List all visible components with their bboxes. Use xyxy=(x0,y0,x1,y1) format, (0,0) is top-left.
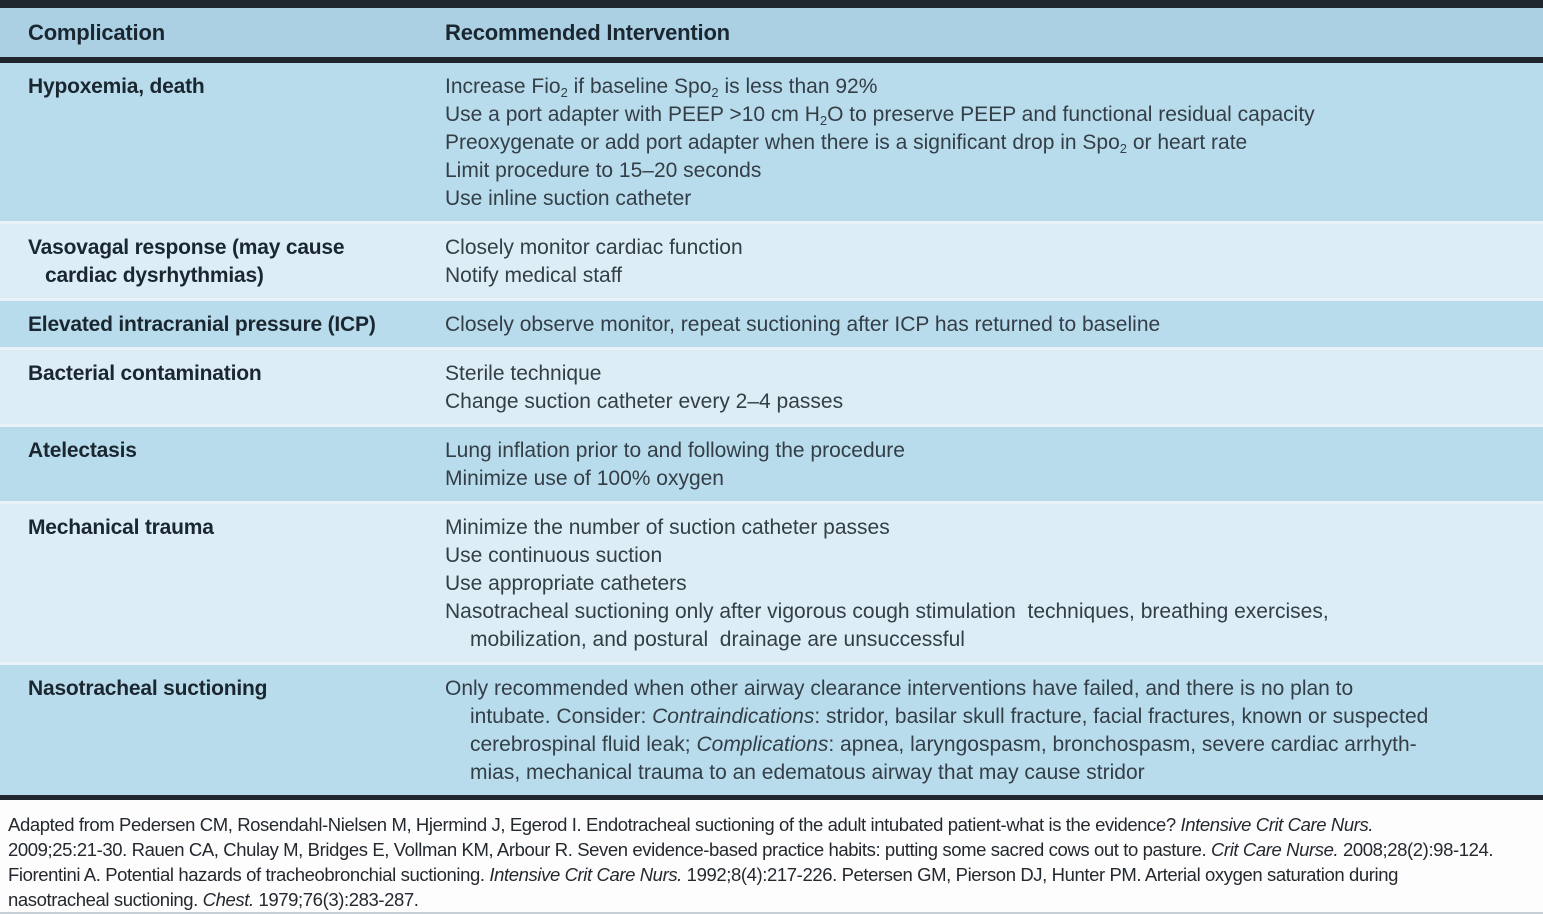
text-line: cerebrospinal fluid leak; Complications:… xyxy=(470,733,1417,756)
text-line: Use appropriate catheters xyxy=(445,572,687,595)
intervention-cell: Closely observe monitor, repeat suctioni… xyxy=(445,311,1543,339)
complication-cell: Hypoxemia, death xyxy=(0,73,445,213)
text-line: Only recommended when other airway clear… xyxy=(445,677,1354,700)
text-line: Elevated intracranial pressure (ICP) xyxy=(28,313,376,336)
text-line: Mechanical trauma xyxy=(28,516,214,539)
text-line: Increase Fio2 if baseline Spo2 is less t… xyxy=(445,75,878,100)
text-line: nasotracheal suctioning. Chest. 1979;76(… xyxy=(8,889,419,910)
text-line: Hypoxemia, death xyxy=(28,75,205,98)
table-row-elevated-icp: Elevated intracranial pressure (ICP) Clo… xyxy=(0,298,1543,347)
table-top-rule xyxy=(0,0,1543,8)
text-line: Sterile technique xyxy=(445,362,602,385)
complication-cell: Atelectasis xyxy=(0,437,445,493)
text-line: Minimize the number of suction catheter … xyxy=(445,516,890,539)
table-row-mechanical-trauma: Mechanical trauma Minimize the number of… xyxy=(0,501,1543,662)
table-row-vasovagal: Vasovagal response (may cause cardiac dys… xyxy=(0,221,1543,298)
text-line: Use inline suction catheter xyxy=(445,187,692,210)
text-line: Minimize use of 100% oxygen xyxy=(445,467,724,490)
intervention-cell: Increase Fio2 if baseline Spo2 is less t… xyxy=(445,73,1543,213)
text-line: mobilization, and postural drainage are … xyxy=(470,628,965,651)
text-line: Use continuous suction xyxy=(445,544,663,567)
intervention-cell: Closely monitor cardiac function Notify m… xyxy=(445,234,1543,290)
table-row-nasotracheal-suctioning: Nasotracheal suctioning Only recommended… xyxy=(0,662,1543,795)
text-line: Fiorentini A. Potential hazards of trach… xyxy=(8,864,1399,885)
table-row-hypoxemia: Hypoxemia, death Increase Fio2 if baseli… xyxy=(0,63,1543,221)
complication-cell: Nasotracheal suctioning xyxy=(0,675,445,787)
text-line: Closely observe monitor, repeat suctioni… xyxy=(445,313,1161,336)
text-line: Notify medical staff xyxy=(445,264,623,287)
header-cell-intervention: Recommended Intervention xyxy=(445,19,730,45)
text-line: 2009;25:21-30. Rauen CA, Chulay M, Bridg… xyxy=(8,839,1494,860)
text-line: Change suction catheter every 2–4 passes xyxy=(445,390,844,413)
text-line: Lung inflation prior to and following th… xyxy=(445,439,905,462)
text-line: Limit procedure to 15–20 seconds xyxy=(445,159,762,182)
intervention-cell: Lung inflation prior to and following th… xyxy=(445,437,1543,493)
text-line: intubate. Consider: Contraindications: s… xyxy=(470,705,1429,728)
intervention-cell: Sterile technique Change suction catheter… xyxy=(445,360,1543,416)
header-cell-complication: Complication xyxy=(28,19,165,45)
complication-cell: Bacterial contamination xyxy=(0,360,445,416)
text-line: Closely monitor cardiac function xyxy=(445,236,743,259)
text-line: Nasotracheal suctioning xyxy=(28,677,268,700)
complication-cell: Elevated intracranial pressure (ICP) xyxy=(0,311,445,339)
text-line: Atelectasis xyxy=(28,439,137,462)
intervention-cell: Minimize the number of suction catheter … xyxy=(445,514,1543,654)
text-line: Nasotracheal suctioning only after vigor… xyxy=(445,600,1329,623)
table-header-row: Complication Recommended Intervention xyxy=(0,8,1543,57)
text-line: mias, mechanical trauma to an edematous … xyxy=(470,761,1145,784)
text-line: Vasovagal response (may cause xyxy=(28,236,345,259)
text-line: Adapted from Pedersen CM, Rosendahl-Niel… xyxy=(8,814,1374,835)
table-bottom-rule xyxy=(0,795,1543,800)
table-row-bacterial-contamination: Bacterial contamination Sterile techniqu… xyxy=(0,347,1543,424)
header-divider-rule xyxy=(0,57,1543,63)
citation-footnote: Adapted from Pedersen CM, Rosendahl-Niel… xyxy=(0,800,1543,914)
intervention-cell: Only recommended when other airway clear… xyxy=(445,675,1543,787)
text-line: Use a port adapter with PEEP >10 cm H2O … xyxy=(445,103,1315,128)
text-line: cardiac dysrhythmias) xyxy=(45,264,264,287)
complication-cell: Mechanical trauma xyxy=(0,514,445,654)
complication-cell: Vasovagal response (may cause cardiac dys… xyxy=(0,234,445,290)
text-line: Bacterial contamination xyxy=(28,362,262,385)
text-line: Preoxygenate or add port adapter when th… xyxy=(445,131,1248,156)
table-row-atelectasis: Atelectasis Lung inflation prior to and … xyxy=(0,424,1543,501)
